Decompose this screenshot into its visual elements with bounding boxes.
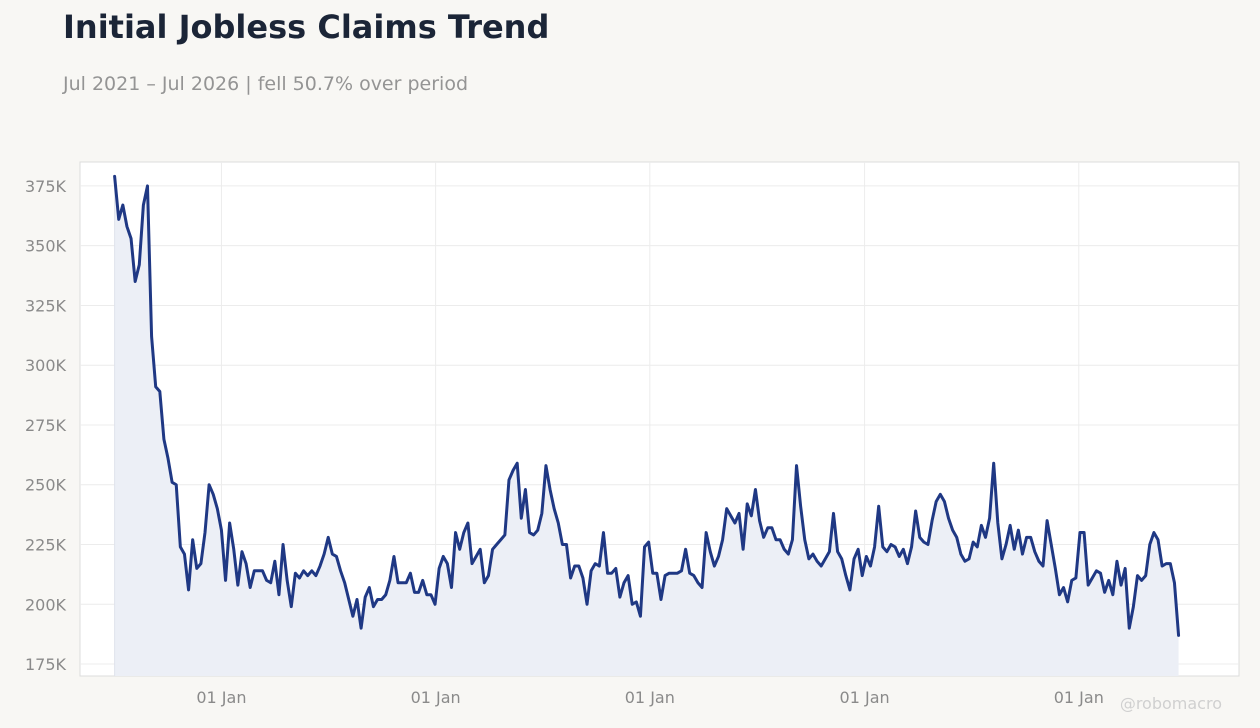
- y-tick-label: 325K: [25, 296, 67, 315]
- x-tick-label: 01 Jan: [840, 688, 890, 707]
- y-tick-label: 225K: [25, 536, 67, 555]
- x-tick-label: 01 Jan: [196, 688, 246, 707]
- x-tick-label: 01 Jan: [1054, 688, 1104, 707]
- y-axis: 175K 200K 225K 250K 275K 300K 325K 350K 375K: [25, 177, 67, 674]
- series-line-group: [113, 174, 1181, 637]
- y-tick-label: 175K: [25, 655, 67, 674]
- credit-watermark: @robomacro: [1119, 694, 1222, 713]
- series-line: [113, 174, 1181, 637]
- chart-title: Initial Jobless Claims Trend: [63, 8, 550, 46]
- y-tick-label: 275K: [25, 416, 67, 435]
- series-area: [114, 176, 1179, 676]
- y-tick-label: 350K: [25, 237, 67, 256]
- series-area-fill: [114, 176, 1179, 676]
- chart-subtitle: Jul 2021 – Jul 2026 | fell 50.7% over pe…: [63, 73, 469, 95]
- y-tick-label: 200K: [25, 595, 67, 614]
- x-tick-label: 01 Jan: [625, 688, 675, 707]
- y-tick-label: 375K: [25, 177, 67, 196]
- y-tick-label: 250K: [25, 476, 67, 495]
- y-tick-label: 300K: [25, 356, 67, 375]
- x-axis: 01 Jan 01 Jan 01 Jan 01 Jan 01 Jan: [196, 688, 1103, 707]
- x-tick-label: 01 Jan: [411, 688, 461, 707]
